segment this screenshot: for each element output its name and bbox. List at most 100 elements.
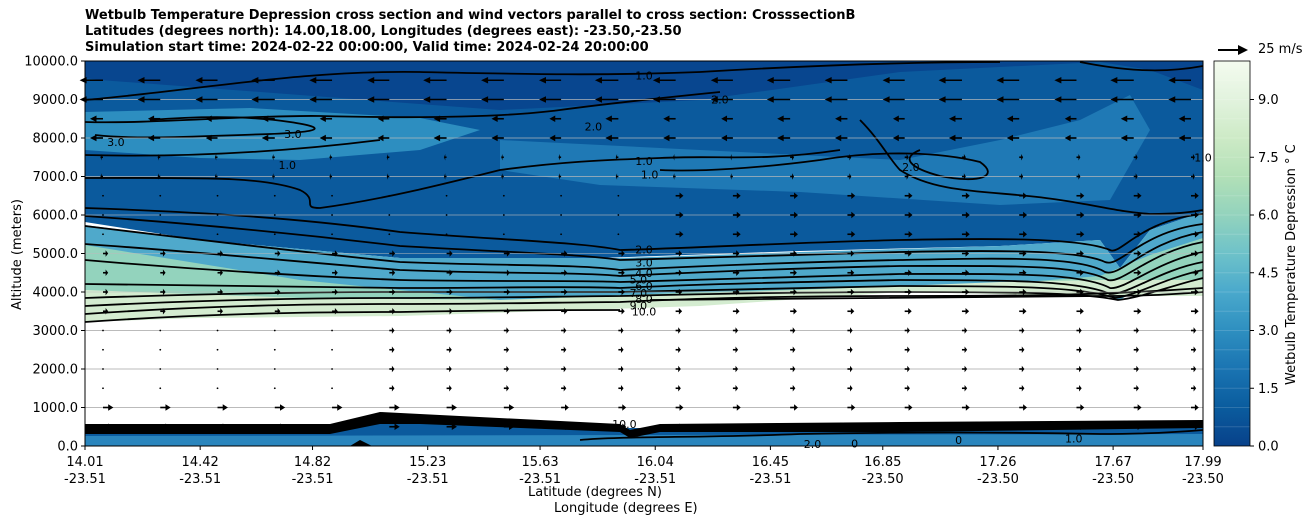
- wind-vector-head: [449, 269, 453, 276]
- wind-vector-head: [449, 346, 452, 353]
- wind-vector-head: [892, 134, 899, 142]
- wind-vector: [445, 233, 448, 236]
- wind-vector-head: [309, 96, 317, 103]
- wind-vector-head: [195, 77, 203, 84]
- wind-vector-head: [391, 365, 395, 373]
- wind-vector-head: [162, 269, 166, 276]
- wind-vector-head: [622, 423, 627, 430]
- wind-vector-head: [549, 115, 556, 122]
- wind-vector-head: [277, 250, 281, 257]
- wind-vector-head: [1023, 423, 1028, 430]
- x-tick-label-lon: -23.51: [749, 472, 791, 487]
- wind-vector: [560, 194, 563, 197]
- contour-label: 8.0: [635, 293, 653, 306]
- wind-vector-head: [79, 77, 87, 84]
- contour-line: [85, 61, 1001, 101]
- contour-line: [85, 207, 1203, 252]
- wind-vector-head: [162, 308, 166, 315]
- wind-vector-head: [337, 404, 343, 411]
- wind-vector-head: [1178, 134, 1185, 142]
- wind-vector-head: [710, 77, 718, 84]
- wind-vector-head: [1078, 154, 1081, 161]
- wind-vector-head: [394, 423, 400, 430]
- wind-vector-head: [1021, 365, 1025, 373]
- wind-vector-head: [621, 250, 625, 257]
- wind-vector-head: [851, 404, 856, 411]
- wind-vector-head: [423, 96, 431, 103]
- x-axis-label-longitude: Longitude (degrees E): [554, 501, 698, 516]
- wind-vector-head: [735, 327, 739, 334]
- wind-vector: [216, 387, 219, 390]
- wind-vector-head: [105, 288, 109, 296]
- colorbar-tick-label: 6.0: [1258, 209, 1279, 224]
- contour-line: [659, 149, 989, 181]
- wind-vector-head: [506, 385, 510, 392]
- wind-vector-head: [1136, 385, 1139, 392]
- wind-vector-head: [849, 173, 852, 180]
- wind-vector-head: [1054, 96, 1062, 103]
- wind-vector-head: [678, 250, 683, 257]
- wind-vector-head: [777, 115, 784, 122]
- wind-vector-head: [730, 173, 732, 180]
- wind-vector-head: [710, 96, 718, 103]
- wind-vector-head: [309, 77, 317, 84]
- contour-label: 6.0: [635, 280, 653, 293]
- wind-vector-head: [965, 423, 970, 430]
- wind-vector-head: [162, 250, 166, 257]
- x-tick-label-lat: 17.99: [1184, 455, 1221, 470]
- colorbar-tick-label: 0.0: [1258, 440, 1279, 455]
- wind-vector-head: [965, 269, 970, 276]
- wind-vector-head: [563, 346, 567, 353]
- x-tick-label-lat: 15.63: [521, 455, 558, 470]
- wind-vector-head: [1193, 365, 1197, 373]
- wind-vector-head: [451, 404, 457, 411]
- wind-vector-head: [165, 423, 171, 430]
- x-axis-label-latitude: Latitude (degrees N): [528, 485, 662, 500]
- wind-vector: [102, 387, 104, 390]
- wind-vector-head: [449, 308, 453, 315]
- wind-vector-head: [1137, 250, 1142, 257]
- wind-vector-head: [558, 154, 560, 161]
- wind-vector-head: [908, 192, 913, 199]
- wind-vector: [273, 194, 276, 197]
- wind-vector-head: [794, 211, 798, 219]
- wind-vector-head: [506, 308, 510, 315]
- wind-vector-head: [1194, 192, 1199, 199]
- wind-vector-head: [165, 404, 171, 411]
- wind-vector-head: [882, 96, 890, 103]
- wind-vector-head: [391, 385, 395, 392]
- y-tick-label: 2000.0: [33, 363, 79, 378]
- chart-title-line-3: Simulation start time: 2024-02-22 00:00:…: [85, 40, 649, 55]
- surface-contour-cluster: [85, 412, 1203, 438]
- contour-line: [85, 287, 1203, 315]
- x-tick-label-lon: -23.50: [1182, 472, 1224, 487]
- wind-vector-head: [90, 115, 97, 122]
- x-tick-label-lat: 16.85: [864, 455, 901, 470]
- wind-vector-head: [1079, 327, 1082, 334]
- wind-vector-head: [736, 231, 741, 238]
- wind-vector-head: [108, 404, 114, 411]
- wind-vector-head: [850, 346, 853, 353]
- wind-vector-head: [1137, 211, 1142, 219]
- wind-vector-head: [678, 269, 683, 276]
- wind-vector-head: [1080, 192, 1085, 199]
- wind-vector-head: [851, 231, 856, 238]
- colorbar-tick-label: 9.0: [1258, 93, 1279, 108]
- wind-vector-head: [850, 327, 853, 334]
- wind-vector-head: [1137, 192, 1142, 199]
- wind-vector: [216, 329, 219, 332]
- wind-vector-head: [1120, 115, 1128, 122]
- wind-vector-head: [678, 308, 683, 315]
- wind-vector-head: [220, 288, 223, 296]
- wind-vector-head: [433, 115, 441, 122]
- wind-vector-head: [735, 365, 739, 373]
- contour-line: [1079, 61, 1203, 72]
- wind-vector-head: [272, 173, 274, 180]
- wind-vector-head: [907, 327, 910, 334]
- wind-vector-head: [679, 404, 684, 411]
- wind-vector: [560, 233, 563, 236]
- wind-vector-head: [564, 288, 568, 296]
- wind-vector-head: [443, 173, 446, 180]
- wind-vector-head: [1168, 77, 1176, 84]
